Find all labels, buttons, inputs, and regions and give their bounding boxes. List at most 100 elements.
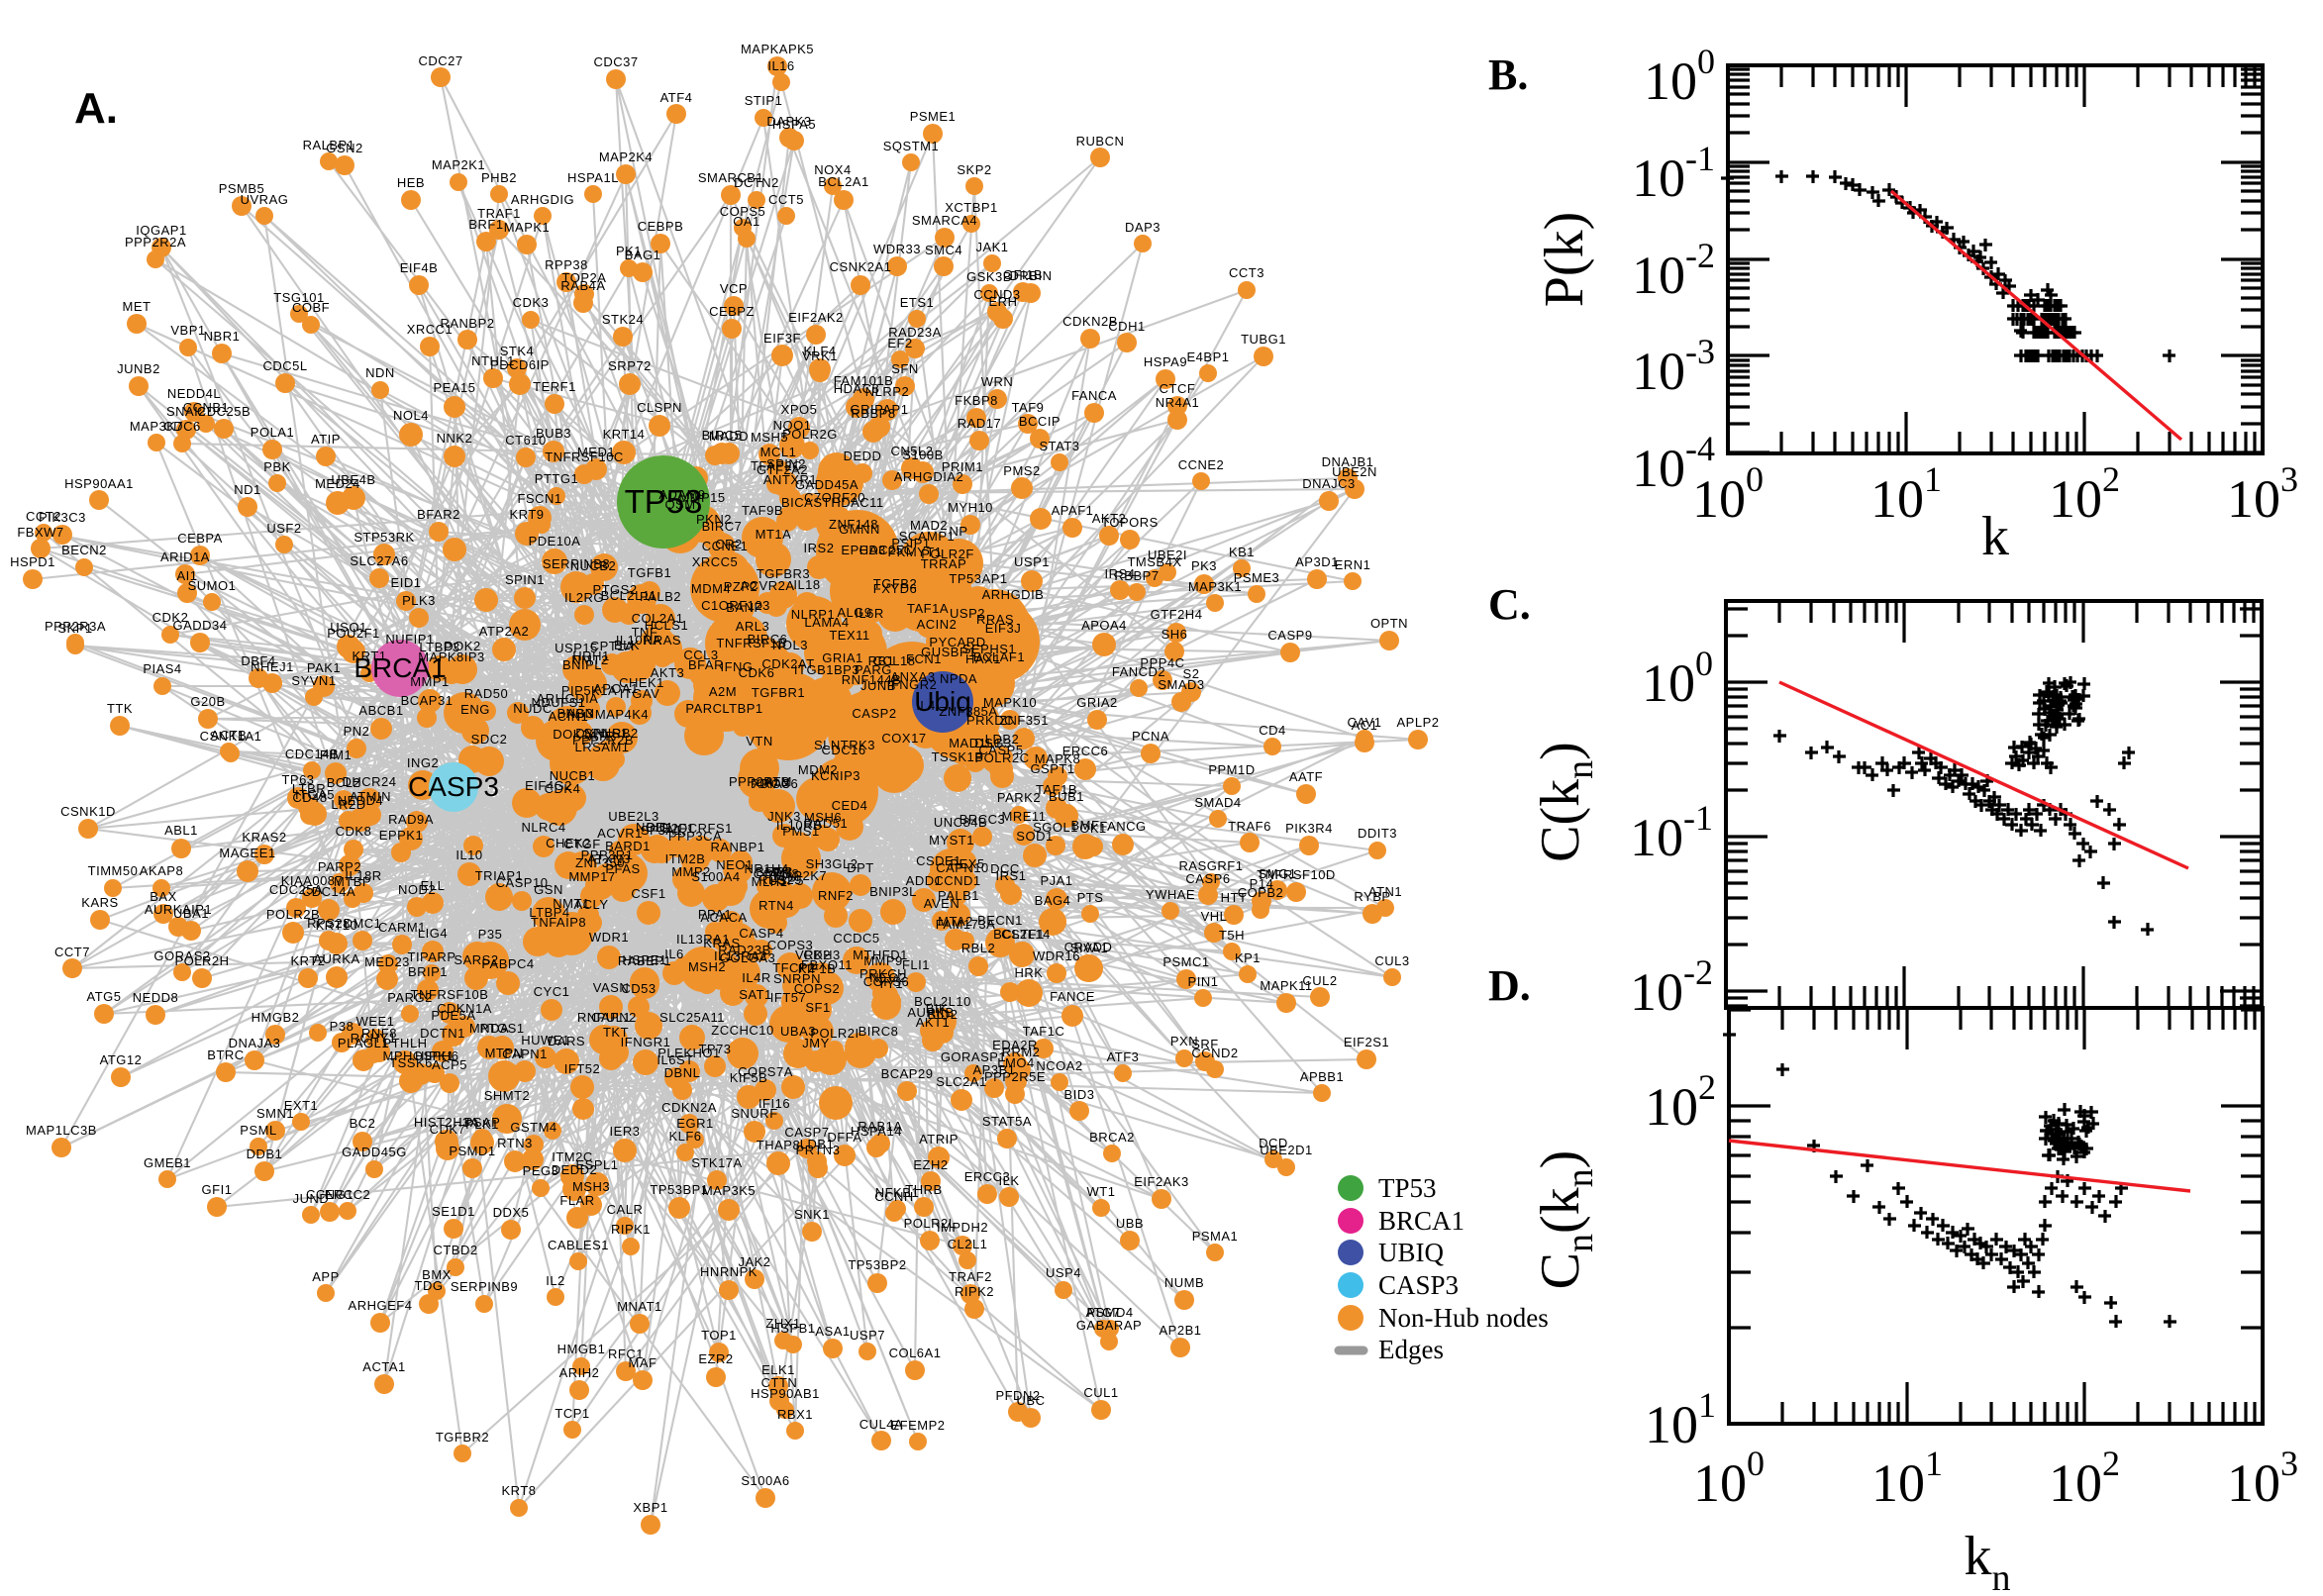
svg-text:MSH5: MSH5 [751, 430, 788, 445]
svg-text:BAG1: BAG1 [625, 248, 661, 262]
svg-text:SNK1: SNK1 [794, 1207, 830, 1222]
svg-text:SAT1: SAT1 [739, 987, 772, 1002]
svg-text:A.: A. [74, 84, 118, 133]
svg-text:TOPORS: TOPORS [1101, 515, 1159, 530]
svg-text:HIST2H3A: HIST2H3A [414, 1115, 479, 1130]
svg-text:CUL2: CUL2 [1302, 973, 1337, 988]
svg-text:HSPA9: HSPA9 [1144, 354, 1187, 369]
svg-text:CL2L1: CL2L1 [948, 1237, 988, 1251]
svg-text:NDN: NDN [365, 365, 395, 380]
svg-text:CCL18: CCL18 [873, 653, 916, 668]
svg-text:AC1: AC1 [1352, 718, 1378, 733]
svg-text:COPB2: COPB2 [1238, 885, 1284, 900]
svg-text:IL18R: IL18R [345, 868, 381, 883]
svg-text:PDIA3: PDIA3 [751, 776, 790, 791]
svg-text:LIG4: LIG4 [418, 926, 448, 941]
svg-text:WEE1: WEE1 [356, 1014, 395, 1029]
svg-text:FLI1: FLI1 [902, 957, 930, 972]
svg-text:AKT2: AKT2 [1092, 511, 1127, 526]
svg-text:GSTM4: GSTM4 [510, 1120, 556, 1135]
svg-text:SRF: SRF [1191, 1037, 1219, 1051]
svg-text:XRCC1: XRCC1 [407, 322, 454, 337]
svg-text:CASP9: CASP9 [1267, 628, 1312, 643]
svg-text:ILK: ILK [998, 1173, 1019, 1188]
svg-text:NEDD8: NEDD8 [133, 990, 179, 1005]
svg-text:PTS: PTS [1077, 890, 1104, 905]
svg-text:TFCP2: TFCP2 [772, 960, 816, 975]
svg-text:STAT3: STAT3 [1039, 439, 1079, 453]
svg-text:VTN: VTN [746, 734, 773, 748]
svg-text:PIN1: PIN1 [1188, 974, 1219, 989]
svg-text:NLRC4: NLRC4 [521, 820, 565, 835]
svg-text:PRKCH: PRKCH [859, 966, 907, 981]
svg-text:ERCC3: ERCC3 [964, 1169, 1011, 1184]
svg-text:HAX1: HAX1 [965, 651, 1001, 666]
svg-text:STIP1: STIP1 [745, 93, 783, 108]
svg-text:FANCE: FANCE [1050, 989, 1095, 1004]
svg-text:UQCRFS1: UQCRFS1 [667, 821, 733, 836]
svg-text:CYC1: CYC1 [534, 984, 570, 999]
svg-text:PTTG1: PTTG1 [535, 471, 578, 486]
svg-text:MDM4: MDM4 [691, 581, 731, 596]
svg-text:MMP17: MMP17 [568, 869, 615, 884]
svg-text:BECN1: BECN1 [977, 913, 1023, 928]
svg-text:CALR: CALR [607, 1202, 644, 1217]
svg-text:PTGS1: PTGS1 [479, 1021, 524, 1036]
svg-text:STP53RK: STP53RK [354, 530, 414, 545]
svg-text:NLRP2: NLRP2 [865, 384, 909, 399]
svg-text:CDH1: CDH1 [1108, 319, 1145, 334]
svg-text:CDKN1A: CDKN1A [437, 1001, 492, 1016]
svg-text:HSPB1: HSPB1 [770, 1321, 815, 1336]
svg-text:NUCB1: NUCB1 [550, 768, 596, 783]
svg-text:OK1: OK1 [1079, 821, 1107, 836]
svg-text:BCL2L14: BCL2L14 [993, 927, 1051, 942]
svg-text:PPM1D: PPM1D [1208, 762, 1255, 777]
svg-text:ZNF351: ZNF351 [999, 713, 1049, 728]
svg-text:RUBCN: RUBCN [1076, 134, 1125, 149]
svg-text:IRS4: IRS4 [1105, 566, 1136, 581]
svg-text:AURKAIP1: AURKAIP1 [145, 902, 212, 917]
svg-text:BTRC: BTRC [207, 1047, 244, 1062]
svg-text:KB1: KB1 [1229, 545, 1255, 559]
svg-text:IL4R: IL4R [742, 970, 770, 985]
svg-text:COX17: COX17 [881, 731, 926, 746]
svg-text:GMNN: GMNN [839, 522, 880, 537]
svg-text:ATM: ATM [764, 774, 792, 789]
svg-text:CDK7: CDK7 [430, 1122, 466, 1137]
svg-text:B.: B. [1488, 50, 1528, 99]
svg-text:TNFAIP8: TNFAIP8 [531, 915, 586, 930]
svg-text:PSME1: PSME1 [910, 109, 957, 124]
svg-text:RANBP2: RANBP2 [440, 316, 494, 331]
svg-text:HEB: HEB [397, 175, 425, 190]
svg-text:SGOL1: SGOL1 [1033, 820, 1078, 835]
svg-text:LAMA4: LAMA4 [804, 615, 849, 630]
svg-text:NOX4: NOX4 [814, 162, 851, 177]
svg-text:MMP1: MMP1 [410, 674, 450, 689]
svg-text:BFAR2: BFAR2 [417, 507, 460, 522]
svg-text:IRS2: IRS2 [804, 541, 835, 555]
svg-text:IL18: IL18 [793, 577, 820, 592]
svg-text:CDC25C: CDC25C [858, 543, 913, 557]
svg-text:HUWE1: HUWE1 [521, 1033, 569, 1047]
svg-text:CDC14B: CDC14B [285, 747, 339, 761]
svg-text:MAF: MAF [629, 1355, 657, 1370]
svg-text:POLR2C: POLR2C [974, 750, 1029, 765]
svg-text:LTBP1: LTBP1 [722, 701, 762, 716]
svg-text:BIRC5: BIRC5 [702, 428, 743, 443]
svg-text:ARHGEF4: ARHGEF4 [349, 1298, 413, 1313]
svg-text:MAPKAPK5: MAPKAPK5 [741, 42, 814, 56]
svg-text:FANCG: FANCG [1099, 819, 1146, 834]
svg-text:UNC84B: UNC84B [934, 815, 987, 830]
svg-text:ABL1: ABL1 [164, 823, 198, 838]
svg-text:RTN3: RTN3 [497, 1136, 533, 1150]
svg-text:ACVR2A: ACVR2A [740, 578, 794, 593]
svg-text:CCT3: CCT3 [1229, 265, 1264, 280]
svg-text:EIF3F: EIF3F [763, 331, 801, 346]
svg-text:NPDA: NPDA [940, 671, 977, 686]
svg-text:MAP3K5: MAP3K5 [702, 1183, 756, 1198]
svg-text:KIAA0087: KIAA0087 [281, 873, 344, 888]
svg-text:VCP: VCP [720, 281, 748, 296]
svg-text:TIMM50: TIMM50 [88, 863, 139, 878]
svg-text:HSP90AA1: HSP90AA1 [64, 476, 134, 491]
svg-text:POU2F1: POU2F1 [327, 626, 380, 641]
